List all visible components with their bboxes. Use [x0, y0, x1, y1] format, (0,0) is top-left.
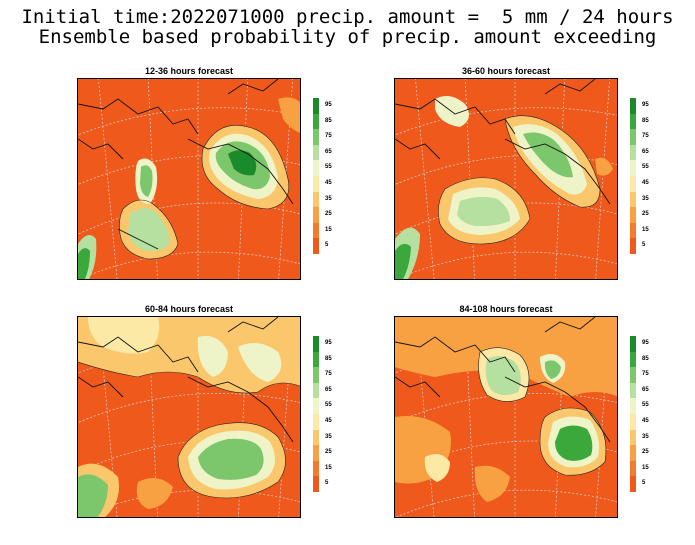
- legend-label: 75: [325, 371, 332, 378]
- color-legend: 95 85 75 65 55 45 35 25 15 5: [630, 336, 670, 508]
- legend-swatch: [313, 351, 319, 368]
- legend-label: 5: [325, 480, 329, 487]
- color-legend: 95 85 75 65 55 45 35 25 15 5: [313, 98, 353, 270]
- legend-label: 5: [642, 242, 646, 249]
- legend-swatch: [313, 191, 319, 208]
- legend-label: 85: [642, 117, 649, 124]
- chart-title-line1: Initial time:2022071000 precip. amount =…: [21, 6, 674, 28]
- legend-swatch: [313, 113, 319, 130]
- legend-label: 65: [325, 386, 332, 393]
- legend-swatch: [630, 144, 636, 161]
- panel-title: 36-60 hours forecast: [461, 66, 551, 76]
- legend-swatch: [630, 351, 636, 368]
- legend-swatch: [313, 144, 319, 161]
- legend-swatch: [313, 98, 319, 114]
- legend-swatch: [630, 367, 636, 383]
- legend-label: 45: [642, 180, 649, 186]
- legend-label: 85: [325, 355, 332, 362]
- probability-map: [77, 78, 301, 280]
- legend-swatch: [313, 176, 319, 192]
- legend-swatch: [630, 476, 636, 492]
- color-legend: 95 85 75 65 55 45 35 25 15 5: [313, 336, 353, 508]
- panel-title: 60-84 hours forecast: [144, 304, 234, 314]
- legend-swatch: [630, 129, 636, 145]
- legend-label: 25: [325, 211, 332, 218]
- legend-label: 55: [325, 164, 332, 171]
- legend-label: 55: [642, 164, 649, 171]
- legend-label: 65: [642, 148, 649, 155]
- chart-title-line2: Ensemble based probability of precip. am…: [38, 26, 657, 48]
- legend-swatch: [630, 429, 636, 446]
- legend-swatch: [313, 222, 319, 239]
- legend-label: 55: [642, 402, 649, 409]
- legend-label: 75: [642, 133, 649, 140]
- legend-label: 95: [642, 340, 649, 346]
- color-legend: 95 85 75 65 55 45 35 25 15 5: [630, 98, 670, 270]
- legend-label: 95: [642, 102, 649, 108]
- legend-swatch: [313, 414, 319, 430]
- legend-swatch: [630, 113, 636, 130]
- probability-map: [394, 78, 618, 280]
- legend-label: 15: [325, 464, 332, 471]
- legend-swatch: [313, 367, 319, 383]
- legend-label: 15: [642, 464, 649, 471]
- legend-label: 55: [325, 402, 332, 409]
- legend-label: 5: [642, 480, 646, 487]
- legend-label: 15: [642, 226, 649, 233]
- legend-swatch: [313, 238, 319, 254]
- legend-label: 85: [642, 355, 649, 362]
- legend-swatch: [313, 445, 319, 461]
- legend-swatch: [630, 98, 636, 114]
- panel-title: 84-108 hours forecast: [459, 304, 553, 314]
- legend-label: 15: [325, 226, 332, 233]
- panel-title: 12-36 hours forecast: [144, 66, 234, 76]
- legend-swatch: [630, 445, 636, 461]
- legend-label: 45: [325, 418, 332, 424]
- legend-swatch: [313, 476, 319, 492]
- legend-swatch: [630, 222, 636, 239]
- legend-swatch: [313, 429, 319, 446]
- legend-swatch: [630, 336, 636, 352]
- legend-swatch: [313, 207, 319, 223]
- legend-swatch: [630, 460, 636, 477]
- legend-label: 75: [642, 371, 649, 378]
- legend-label: 95: [325, 102, 332, 108]
- legend-label: 35: [642, 195, 649, 202]
- legend-swatch: [313, 460, 319, 477]
- legend-swatch: [630, 176, 636, 192]
- legend-label: 25: [325, 449, 332, 456]
- legend-label: 35: [325, 195, 332, 202]
- legend-swatch: [313, 398, 319, 414]
- legend-label: 65: [642, 386, 649, 393]
- legend-swatch: [630, 414, 636, 430]
- legend-label: 25: [642, 449, 649, 456]
- legend-label: 75: [325, 133, 332, 140]
- legend-label: 35: [642, 433, 649, 440]
- legend-swatch: [630, 382, 636, 399]
- legend-swatch: [313, 160, 319, 176]
- legend-swatch: [313, 129, 319, 145]
- probability-map: [77, 316, 301, 518]
- legend-label: 25: [642, 211, 649, 218]
- legend-label: 65: [325, 148, 332, 155]
- legend-label: 35: [325, 433, 332, 440]
- legend-swatch: [313, 336, 319, 352]
- legend-label: 45: [642, 418, 649, 424]
- legend-swatch: [630, 160, 636, 176]
- legend-swatch: [630, 238, 636, 254]
- legend-swatch: [630, 398, 636, 414]
- legend-label: 5: [325, 242, 329, 249]
- legend-swatch: [630, 191, 636, 208]
- legend-swatch: [630, 207, 636, 223]
- legend-label: 45: [325, 180, 332, 186]
- legend-swatch: [313, 382, 319, 399]
- legend-label: 85: [325, 117, 332, 124]
- legend-label: 95: [325, 340, 332, 346]
- probability-map: [394, 316, 618, 518]
